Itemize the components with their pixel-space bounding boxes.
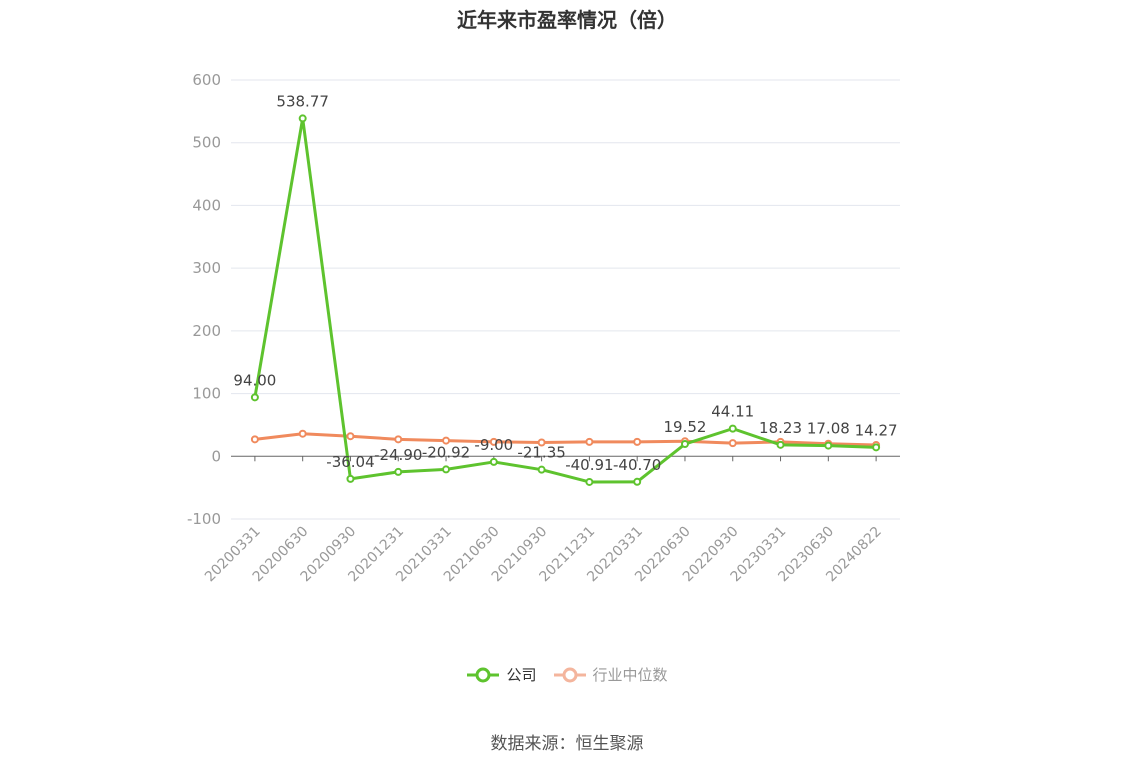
y-tick-label: 300	[192, 259, 221, 277]
y-tick-label: 500	[192, 134, 221, 152]
y-tick-label: 0	[211, 447, 221, 465]
series-lines	[250, 114, 881, 486]
company-point	[250, 393, 259, 402]
industry-point	[489, 437, 498, 446]
company-point	[680, 440, 689, 449]
legend: 公司 行业中位数	[0, 664, 1134, 685]
industry-point	[346, 432, 355, 441]
company-point	[824, 441, 833, 450]
company-point	[585, 477, 594, 486]
company-data-label: 17.08	[807, 420, 850, 438]
company-data-label: 19.52	[663, 418, 706, 436]
company-point	[728, 424, 737, 433]
company-data-label: 44.11	[711, 403, 754, 421]
company-point	[346, 474, 355, 483]
industry-point	[585, 437, 594, 446]
company-point	[537, 465, 546, 474]
legend-company-marker-icon	[467, 667, 500, 682]
chart-title: 近年来市盈率情况（倍）	[457, 8, 677, 32]
industry-point	[298, 429, 307, 438]
data-labels: 94.00 538.77 -36.04 -24.90 -20.92 -9.00 -21.35…	[233, 92, 897, 474]
industry-point	[394, 435, 403, 444]
industry-point	[728, 439, 737, 448]
company-point	[394, 467, 403, 476]
y-tick-label: 100	[192, 385, 221, 403]
industry-point	[442, 436, 451, 445]
legend-industry-label: 行业中位数	[592, 666, 668, 684]
company-point	[872, 443, 881, 452]
company-point	[489, 457, 498, 466]
company-data-label: 14.27	[855, 421, 898, 439]
y-tick-label: 400	[192, 196, 221, 214]
grid-lines	[231, 79, 900, 520]
chart-area: -100 0 100 200 300 400 500 600 2020033120200630…	[187, 71, 900, 585]
company-point	[776, 440, 785, 449]
legend-company-label: 公司	[506, 666, 537, 684]
industry-point	[250, 435, 259, 444]
company-line	[253, 116, 877, 484]
y-axis: -100 0 100 200 300 400 500 600	[187, 71, 221, 528]
company-point	[633, 477, 642, 486]
source-note: 数据来源：恒生聚源	[490, 734, 644, 754]
company-data-label: -21.35	[517, 444, 565, 462]
industry-point	[633, 437, 642, 446]
company-data-label: -24.90	[374, 446, 422, 464]
y-tick-label: 600	[192, 71, 221, 89]
y-tick-label: -100	[187, 510, 221, 528]
company-point	[442, 465, 451, 474]
company-data-label: 94.00	[233, 371, 276, 389]
legend-item-company[interactable]: 公司	[466, 664, 537, 685]
industry-point	[537, 438, 546, 447]
company-data-label: -9.00	[474, 436, 513, 454]
x-axis: 2020033120200630202009302020123120210331…	[202, 455, 900, 585]
company-data-label: 18.23	[759, 419, 802, 437]
company-data-label: -40.70	[613, 456, 661, 474]
company-data-label: 538.77	[276, 92, 329, 110]
y-tick-label: 200	[192, 322, 221, 340]
company-data-label: -20.92	[422, 443, 470, 461]
company-data-label: -40.91	[565, 456, 613, 474]
company-point	[298, 114, 307, 123]
company-data-label: -36.04	[326, 453, 374, 471]
legend-industry-marker-icon	[553, 667, 586, 682]
legend-item-industry[interactable]: 行业中位数	[553, 664, 668, 685]
